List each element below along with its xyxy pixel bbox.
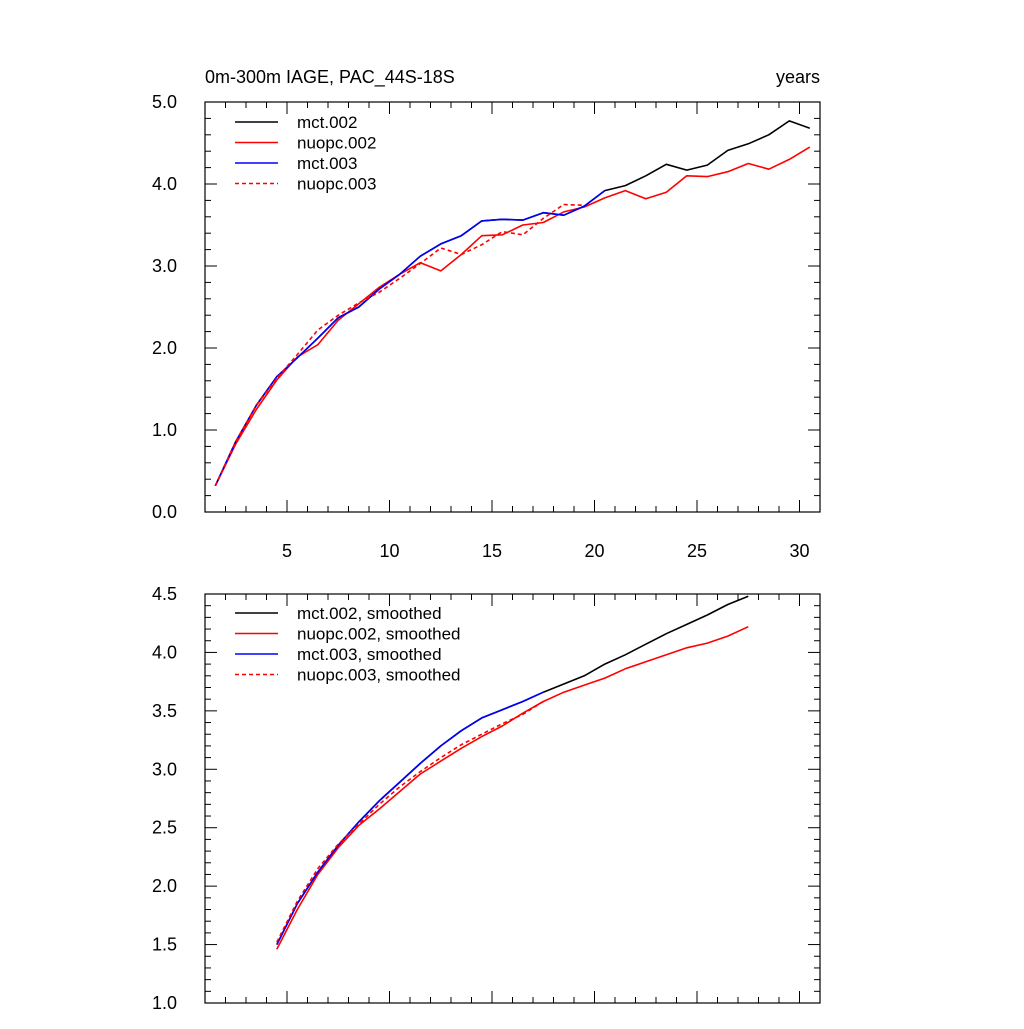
series-line-nuopc-003 [214, 203, 585, 487]
y-tick-label: 2.0 [152, 338, 177, 358]
top-panel: 0m-300m IAGE, PAC_44S-18S years 5 10 15 20 2… [152, 67, 821, 561]
y-tick-label: 4.0 [152, 642, 177, 662]
legend-entry: nuopc.003 [297, 175, 376, 194]
x-tick-label: 10 [379, 541, 399, 561]
x-tick-label: 15 [482, 541, 502, 561]
y-tick-label: 1.0 [152, 420, 177, 440]
y-tick-label: 5.0 [152, 92, 177, 112]
y-tick-label: 3.0 [152, 256, 177, 276]
y-tick-label: 1.0 [152, 993, 177, 1013]
y-tick-label: 4.0 [152, 174, 177, 194]
y-tick-label: 3.0 [152, 759, 177, 779]
units-label: years [776, 67, 820, 87]
y-tick-label: 0.0 [152, 502, 177, 522]
bottom-panel: 1.0 1.5 2.0 2.5 3.0 3.5 4.0 4.5 mct.002, smoothe… [152, 584, 821, 1013]
legend-entry: mct.002, smoothed [297, 604, 442, 623]
series-line-mct-003-smoothed [276, 691, 544, 945]
y-tick-label: 1.5 [152, 935, 177, 955]
x-tick-label: 30 [789, 541, 809, 561]
x-tick-label: 5 [282, 541, 292, 561]
x-tick-label: 25 [687, 541, 707, 561]
series-line-mct-003 [214, 189, 606, 487]
legend-entry: mct.003 [297, 154, 357, 173]
x-tick-label: 20 [584, 541, 604, 561]
legend-entry: nuopc.002, smoothed [297, 625, 461, 644]
chart-title: 0m-300m IAGE, PAC_44S-18S [205, 67, 455, 88]
y-tick-label: 2.5 [152, 818, 177, 838]
legend-entry: nuopc.002 [297, 134, 376, 153]
y-tick-label: 2.0 [152, 876, 177, 896]
legend-entry: mct.002 [297, 113, 357, 132]
series-line-nuopc-002 [214, 146, 811, 487]
series-line-nuopc-003-smoothed [276, 700, 544, 943]
legend-entry: mct.003, smoothed [297, 645, 442, 664]
legend-entry: nuopc.003, smoothed [297, 666, 461, 685]
y-tick-label: 4.5 [152, 584, 177, 604]
y-tick-label: 3.5 [152, 701, 177, 721]
